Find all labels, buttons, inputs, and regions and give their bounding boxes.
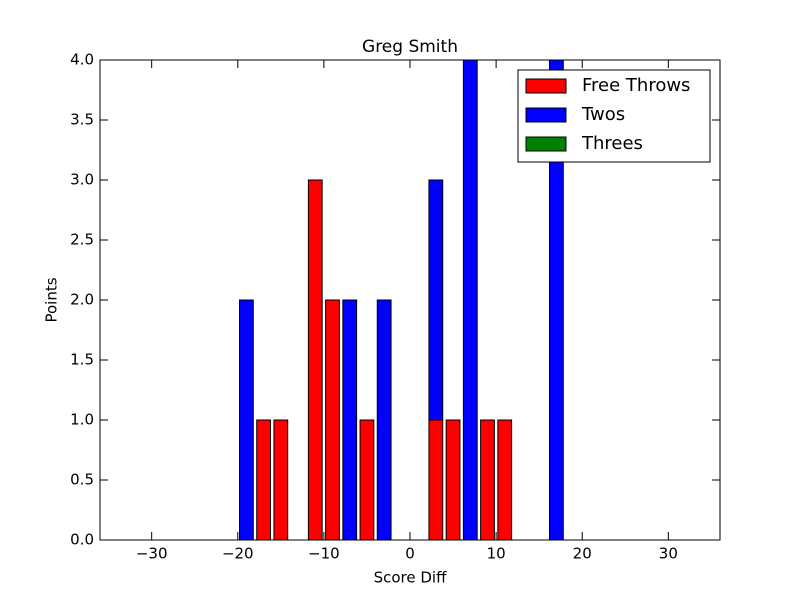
y-tick-label: 0.5 bbox=[70, 471, 94, 489]
bar bbox=[497, 419, 513, 541]
bar bbox=[342, 299, 358, 541]
x-tick-label: −10 bbox=[308, 545, 340, 563]
bar bbox=[359, 419, 375, 541]
bar bbox=[239, 299, 254, 541]
y-tick-label: 2.0 bbox=[70, 291, 94, 309]
bar bbox=[273, 419, 289, 541]
x-tick-label: 30 bbox=[659, 545, 678, 563]
legend-label: Threes bbox=[581, 133, 643, 154]
bar bbox=[376, 299, 392, 541]
y-axis-label: Points bbox=[43, 277, 61, 322]
legend-label: Twos bbox=[581, 104, 625, 125]
bar bbox=[445, 419, 461, 541]
bar bbox=[480, 419, 495, 541]
y-tick-label: 0.0 bbox=[70, 531, 94, 549]
y-tick-label: 2.5 bbox=[70, 231, 94, 249]
legend-swatch bbox=[525, 78, 567, 94]
bar bbox=[307, 179, 323, 541]
bar bbox=[256, 419, 272, 541]
bar bbox=[325, 299, 340, 541]
legend-label: Free Throws bbox=[582, 75, 690, 96]
x-tick-label: 0 bbox=[405, 545, 415, 563]
y-tick-label: 1.0 bbox=[70, 411, 94, 429]
chart-title: Greg Smith bbox=[362, 37, 458, 57]
y-tick-label: 1.5 bbox=[70, 351, 94, 369]
bar bbox=[462, 59, 478, 541]
y-tick-label: 3.5 bbox=[70, 111, 94, 129]
y-tick-label: 3.0 bbox=[70, 171, 94, 189]
x-tick-label: 20 bbox=[573, 545, 592, 563]
legend-swatch bbox=[525, 136, 567, 152]
bar bbox=[428, 179, 444, 421]
x-axis-label: Score Diff bbox=[374, 569, 447, 587]
x-tick-label: −30 bbox=[136, 545, 168, 563]
bar bbox=[428, 419, 444, 541]
legend-swatch bbox=[525, 107, 567, 123]
x-tick-label: 10 bbox=[487, 545, 506, 563]
x-tick-label: −20 bbox=[222, 545, 254, 563]
y-tick-label: 4.0 bbox=[70, 51, 94, 69]
